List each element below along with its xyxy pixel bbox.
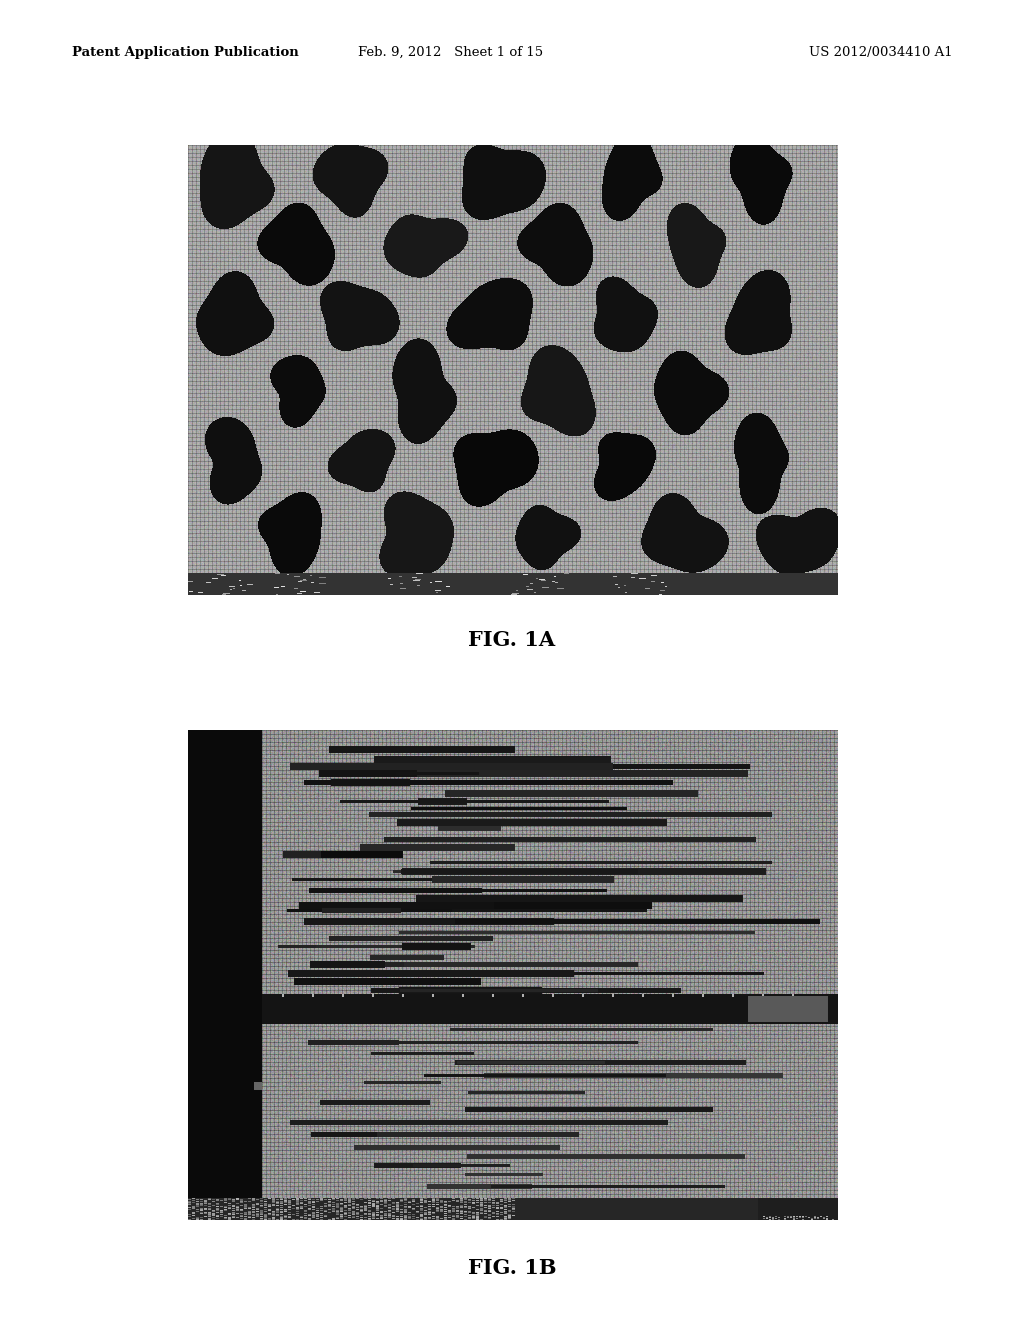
Text: FIG. 1A: FIG. 1A	[468, 630, 556, 649]
Text: US 2012/0034410 A1: US 2012/0034410 A1	[809, 46, 952, 58]
Text: Patent Application Publication: Patent Application Publication	[72, 46, 298, 58]
Text: FIG. 1B: FIG. 1B	[468, 1258, 556, 1278]
Text: Feb. 9, 2012   Sheet 1 of 15: Feb. 9, 2012 Sheet 1 of 15	[358, 46, 543, 58]
